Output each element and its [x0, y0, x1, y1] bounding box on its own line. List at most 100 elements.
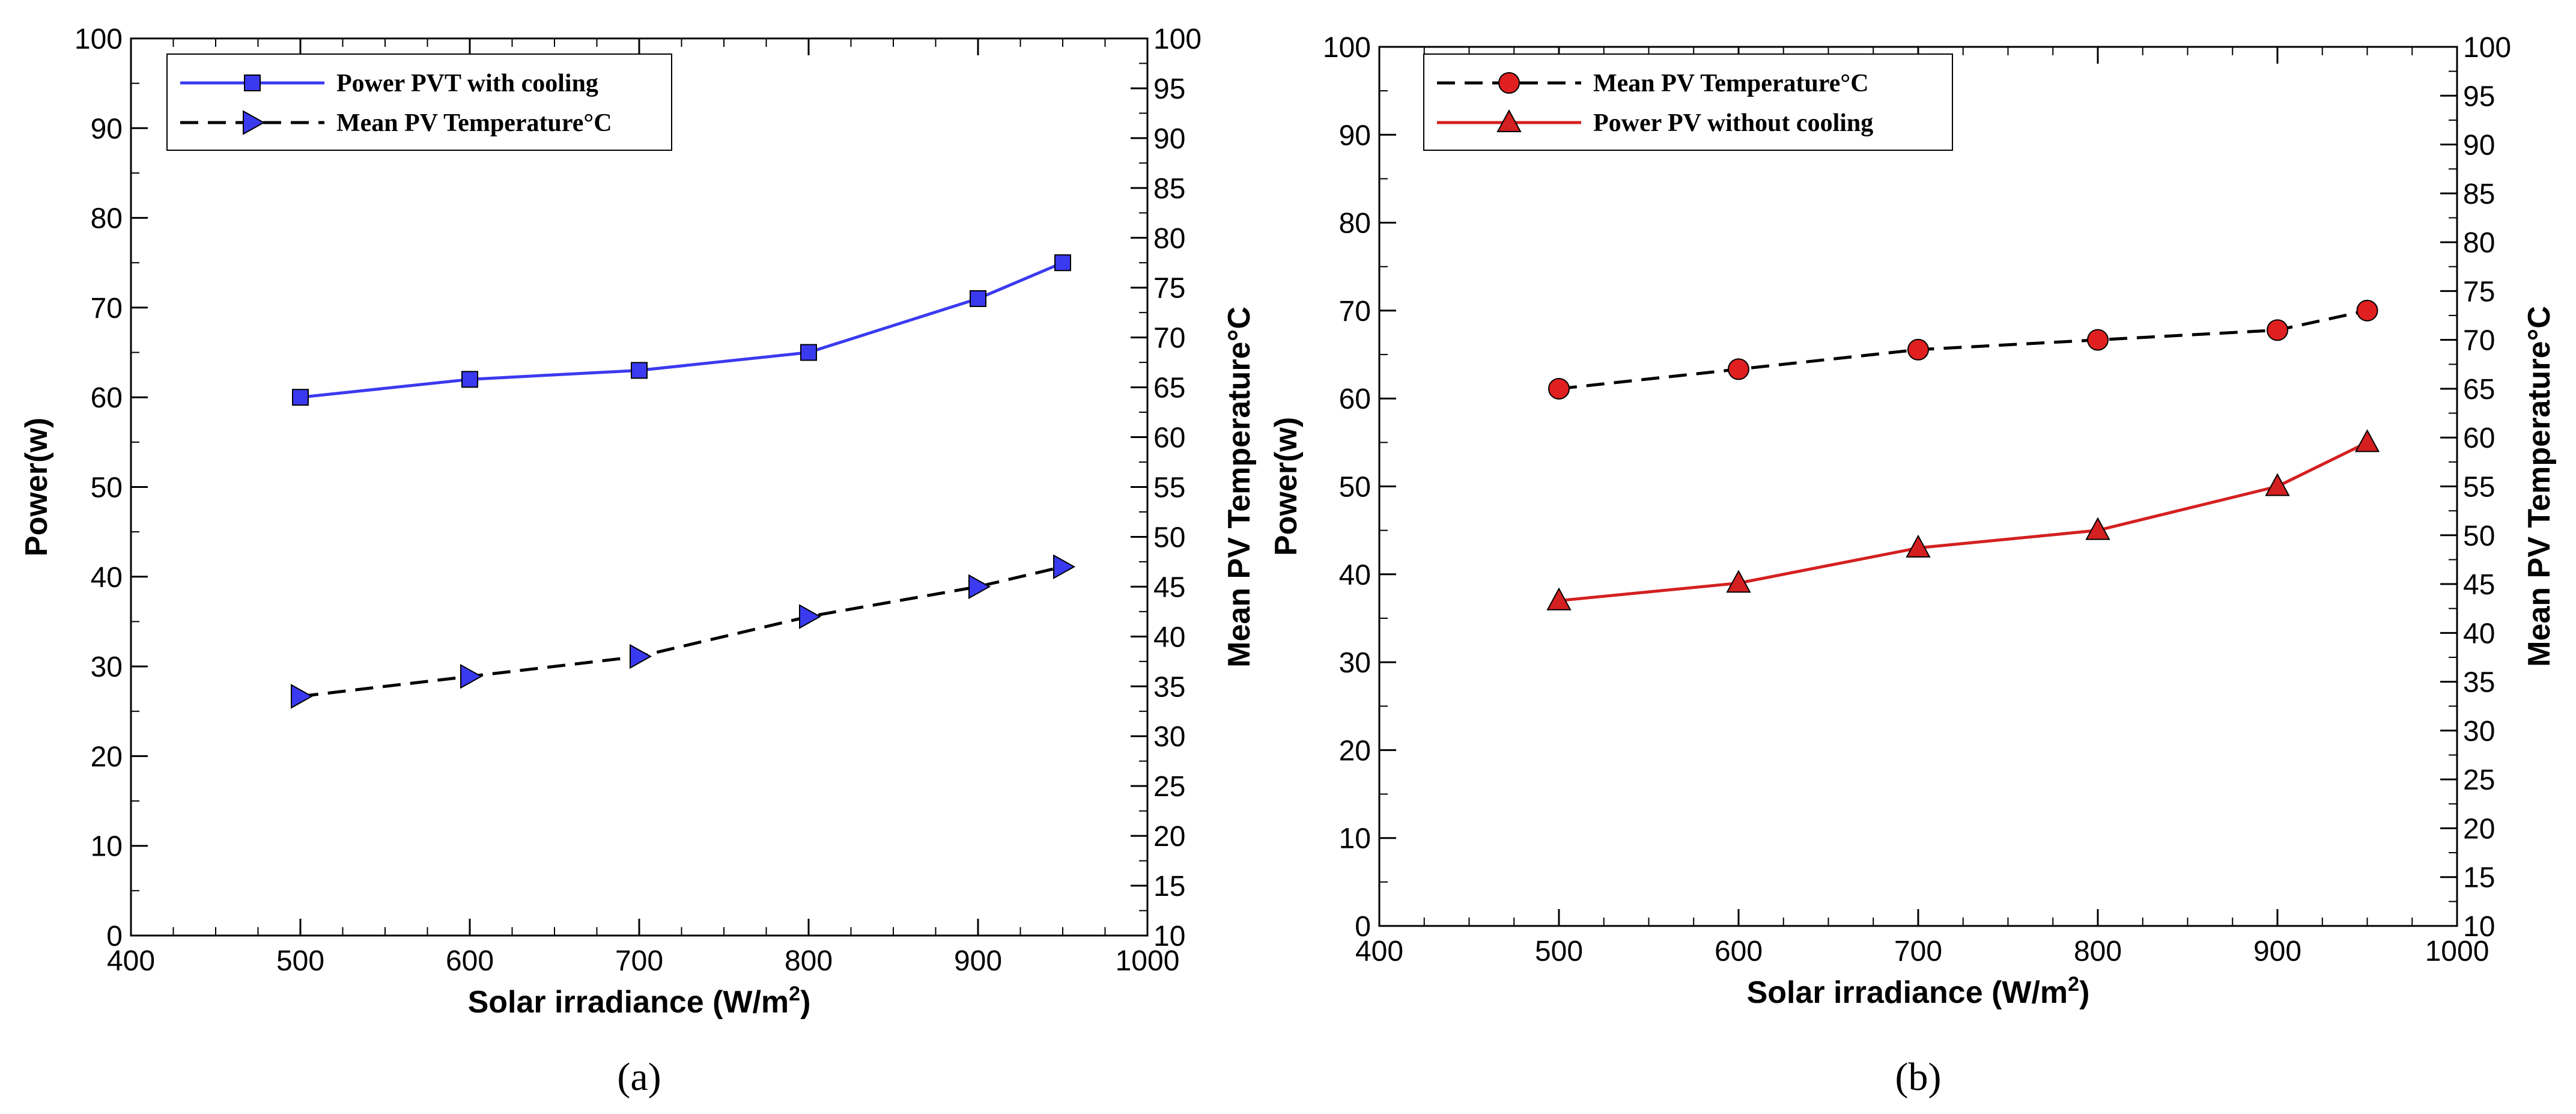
y2-tick-label: 35 [1153, 671, 1185, 703]
y2-tick-label: 70 [2463, 325, 2495, 357]
y2-tick-label: 30 [2463, 716, 2495, 747]
y-tick-label: 90 [1339, 120, 1371, 151]
data-point [1907, 338, 1929, 361]
y-tick-label: 80 [91, 203, 123, 235]
y2-tick-label: 40 [2463, 618, 2495, 650]
series-line-1 [300, 565, 1063, 698]
data-point [460, 663, 483, 689]
x-tick-label: 1000 [2425, 936, 2489, 967]
legend-box [166, 53, 672, 151]
data-point [1546, 587, 1572, 610]
y-tick-label: 50 [91, 472, 123, 504]
y-tick-label: 80 [1339, 208, 1371, 240]
data-point [1728, 358, 1749, 380]
y-tick-label: 10 [1339, 823, 1371, 855]
data-point [2354, 429, 2380, 452]
legend-box [1423, 53, 1953, 151]
x-axis-title-text: Solar irradiance (W/m [468, 985, 789, 1020]
y2-tick-label: 25 [2463, 764, 2495, 796]
x-axis-title-superscript: 2 [789, 982, 800, 1005]
y-tick-label: 20 [1339, 735, 1371, 767]
panel-label: (b) [1895, 1055, 1942, 1099]
y-tick-label: 60 [1339, 383, 1371, 415]
y-tick-label: 40 [1339, 559, 1371, 591]
x-tick-label: 600 [1715, 936, 1763, 967]
legend-label-1: Mean PV Temperature°C [336, 109, 612, 137]
x-tick-label: 700 [1894, 936, 1942, 967]
y-tick-label: 100 [1323, 32, 1371, 64]
x-tick-label: 900 [954, 945, 1002, 977]
data-point [1906, 534, 1931, 558]
x-axis-title: Solar irradiance (W/m2) [1747, 973, 2090, 1010]
x-axis-title-close: ) [800, 985, 810, 1020]
y2-tick-label: 50 [2463, 520, 2495, 552]
y2-tick-label: 30 [1153, 721, 1185, 753]
x-tick-label: 1000 [1116, 945, 1180, 977]
y-axis-title: Power(w) [19, 418, 54, 556]
data-point [970, 290, 986, 307]
y2-tick-label: 75 [1153, 273, 1185, 305]
data-point [799, 604, 822, 629]
data-point [630, 644, 652, 669]
x-axis-title: Solar irradiance (W/m2) [468, 982, 811, 1020]
y-tick-label: 30 [91, 651, 123, 683]
y-tick-label: 20 [91, 741, 123, 773]
y2-tick-label: 95 [2463, 81, 2495, 112]
y-tick-label: 0 [106, 921, 123, 952]
legend-label-0: Mean PV Temperature°C [1593, 70, 1869, 97]
y2-tick-label: 70 [1153, 323, 1185, 355]
data-point [1053, 554, 1076, 579]
y2-tick-label: 10 [1153, 921, 1185, 952]
legend-label-0: Power PVT with cooling [336, 70, 598, 97]
data-point [2265, 473, 2290, 496]
y2-tick-label: 10 [2463, 911, 2495, 943]
x-tick-label: 700 [615, 945, 663, 977]
data-point [2087, 329, 2109, 351]
y2-tick-label: 100 [2463, 32, 2511, 64]
y-axis-title: Power(w) [1269, 417, 1304, 556]
y2-tick-label: 55 [2463, 472, 2495, 504]
y-tick-label: 40 [91, 562, 123, 594]
x-axis-title-close: ) [2079, 975, 2089, 1010]
legend-marker-1 [243, 110, 266, 135]
y2-axis-title: Mean PV Temperature°C [2522, 306, 2557, 667]
data-point [800, 344, 817, 361]
x-tick-label: 500 [276, 945, 324, 977]
y2-axis-title: Mean PV Temperature°C [1222, 306, 1257, 668]
legend-label-1: Power PV without cooling [1593, 109, 1873, 137]
series-line-0 [1558, 309, 2368, 391]
y2-tick-label: 65 [2463, 374, 2495, 406]
data-point [2356, 299, 2378, 321]
y2-tick-label: 80 [1153, 223, 1185, 255]
x-tick-label: 500 [1535, 936, 1583, 967]
plot-frame [130, 37, 1149, 937]
data-point [292, 389, 309, 406]
y-tick-label: 70 [91, 293, 123, 324]
y-tick-label: 50 [1339, 472, 1371, 504]
y2-tick-label: 90 [2463, 130, 2495, 162]
y2-tick-label: 15 [2463, 862, 2495, 894]
y2-tick-label: 50 [1153, 522, 1185, 553]
data-point [631, 362, 648, 379]
x-tick-label: 400 [1355, 936, 1403, 967]
x-tick-label: 400 [107, 945, 155, 977]
x-tick-label: 800 [2074, 936, 2122, 967]
x-axis-title-text: Solar irradiance (W/m [1747, 975, 2068, 1010]
data-point [2267, 319, 2288, 341]
data-point [2085, 517, 2110, 540]
data-point [1054, 254, 1071, 272]
y-tick-label: 0 [1355, 911, 1371, 943]
data-point [461, 371, 478, 388]
data-point [291, 684, 314, 709]
y2-tick-label: 40 [1153, 621, 1185, 653]
y2-tick-label: 45 [1153, 571, 1185, 603]
y-tick-label: 70 [1339, 296, 1371, 327]
data-point [1548, 377, 1570, 400]
panel-label: (a) [617, 1055, 661, 1099]
chart-panel-b: 400 500 600 700 800 900 1000 0 10 20 30 40 50 60 70 80 9… [1269, 32, 2557, 1099]
y2-tick-label: 60 [1153, 422, 1185, 454]
legend-marker-1 [1496, 109, 1522, 132]
series-line-1 [1558, 441, 2368, 603]
series-line-0 [300, 261, 1063, 399]
